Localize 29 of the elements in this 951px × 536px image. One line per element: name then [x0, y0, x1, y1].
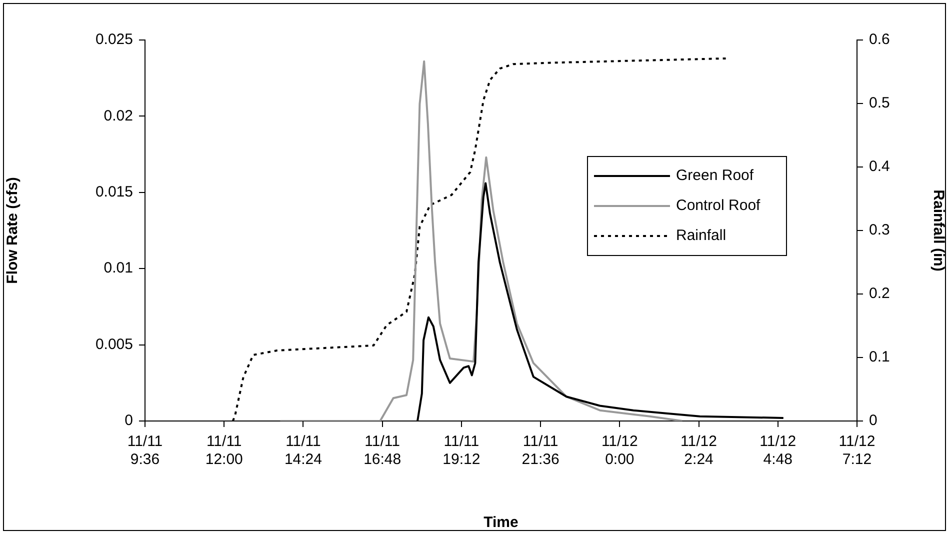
y2-tick-label: 0.5 — [869, 94, 890, 112]
y-tick-label: 0.02 — [104, 107, 133, 124]
x-tick-label: 11/11 16:48 — [364, 433, 402, 468]
y-tick-label: 0 — [124, 412, 133, 430]
x-axis-title: Time — [484, 514, 518, 532]
legend-label: Control Roof — [676, 197, 760, 214]
x-tick-label: 11/12 0:00 — [601, 433, 638, 468]
legend-label: Rainfall — [676, 227, 726, 244]
x-tick-label: 11/12 2:24 — [680, 433, 717, 468]
x-tick-label: 11/11 14:24 — [284, 433, 322, 468]
y2-tick-label: 0 — [869, 412, 878, 430]
y2-axis-title: Rainfall (in) — [930, 190, 947, 272]
x-tick-label: 11/12 7:12 — [838, 433, 876, 468]
y2-tick-label: 0.1 — [869, 348, 890, 366]
y-axis-title: Flow Rate (cfs) — [4, 177, 22, 284]
x-tick-label: 11/12 4:48 — [760, 433, 796, 468]
x-tick-label: 11/11 19:12 — [442, 433, 480, 468]
y2-tick-label: 0.2 — [869, 285, 890, 302]
y2-tick-label: 0.6 — [869, 31, 890, 48]
x-tick-label: 11/11 12:00 — [205, 433, 243, 468]
y-tick-label: 0.025 — [95, 31, 133, 48]
y2-tick-label: 0.3 — [869, 222, 890, 239]
y2-tick-label: 0.4 — [869, 158, 890, 176]
legend-label: Green Roof — [676, 167, 754, 184]
y-tick-label: 0.01 — [104, 260, 133, 277]
x-tick-label: 11/11 21:36 — [522, 433, 560, 468]
x-tick-label: 11/11 9:36 — [127, 433, 163, 468]
y-tick-label: 0.005 — [95, 336, 133, 353]
y-tick-label: 0.015 — [95, 184, 133, 201]
